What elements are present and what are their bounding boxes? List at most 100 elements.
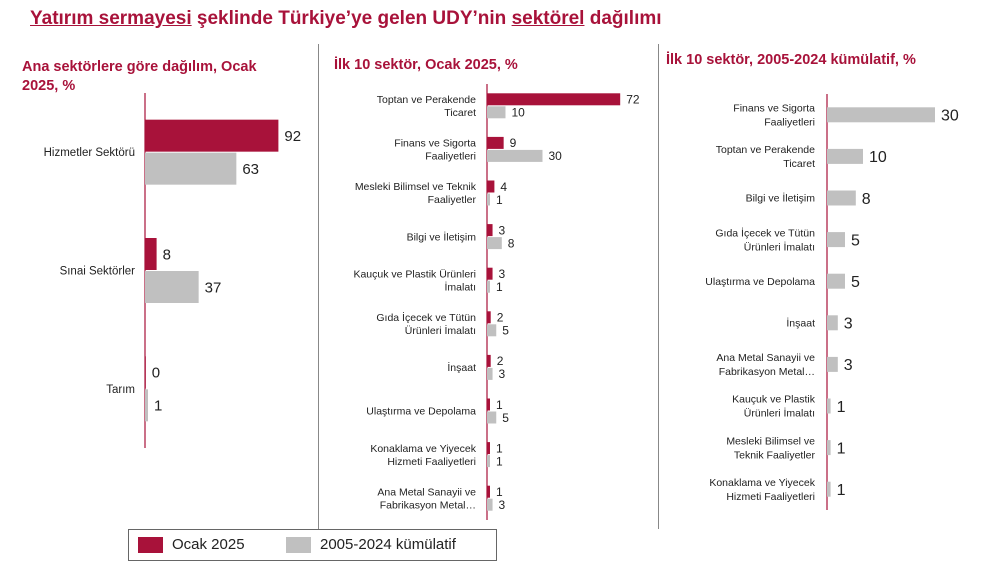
panel-3-category-label: Kauçuk ve Plastik Ürünleri İmalatı: [732, 394, 816, 420]
panel-3-category-label: Toptan ve Perakende Ticaret: [716, 144, 815, 170]
panel-2-category-label: Gıda İçecek ve Tütün Ürünleri İmalatı: [376, 311, 476, 337]
panel-3-bar: [827, 440, 831, 456]
panel-2-value-label: 1: [496, 454, 503, 468]
panel-2-bar: [487, 93, 621, 106]
panel-2-bar: [487, 455, 490, 468]
main-title-part-1: şeklinde Türkiye’ye gelen UDY’nin: [191, 8, 512, 29]
panel-3-bar: [827, 232, 845, 248]
panel-3-category-label: Finans ve Sigorta Faaliyetleri: [733, 102, 815, 128]
panel-2-value-label: 1: [496, 485, 503, 499]
panel-3-bar: [827, 481, 831, 497]
panel-3-category-label: İnşaat: [786, 316, 815, 329]
panel-2-value-label: 3: [499, 223, 506, 237]
panel-2-value-label: 9: [510, 136, 517, 150]
panel-1-category-label: Tarım: [106, 384, 135, 396]
panel-2-category-label: Ana Metal Sanayii ve Fabrikasyon Metal…: [377, 486, 476, 511]
panel-3-category-label: Mesleki Bilimsel ve Teknik Faaliyetler: [726, 435, 815, 461]
panel-2-value-label: 10: [512, 106, 526, 120]
panel-3-title: İlk 10 sektör, 2005-2024 kümülatif, %: [666, 52, 916, 68]
panel-2-category-label: Finans ve Sigorta Faaliyetleri: [394, 138, 476, 163]
panel-3-category-label: Gıda İçecek ve Tütün Ürünleri İmalatı: [715, 226, 815, 253]
panel-2-value-label: 1: [496, 280, 503, 294]
panel-2-bar: [487, 180, 495, 193]
panel-2-value-label: 1: [496, 193, 503, 207]
panel-1-title: Ana sektörlere göre dağılım, Ocak 2025, …: [22, 59, 257, 94]
panel-2-bar: [487, 442, 490, 455]
panel-2-bar: [487, 267, 493, 280]
panel-2-bar: [487, 485, 490, 498]
panel-2-value-label: 4: [500, 180, 507, 194]
panel-1-bar: [145, 119, 279, 152]
panel-3-bar: [827, 398, 831, 414]
panel-3-bar: [827, 273, 845, 289]
panel-2-bar: [487, 106, 506, 119]
legend-swatch-kumulatif: [286, 537, 311, 553]
panel-2-bar: [487, 193, 490, 206]
panel-3-value-label: 8: [862, 191, 871, 208]
panel-3-value-label: 1: [837, 399, 846, 416]
panel-3-bar: [827, 190, 856, 206]
legend-swatch-ocak: [138, 537, 163, 553]
panel-3-value-label: 3: [844, 316, 853, 333]
panel-2-value-label: 1: [496, 398, 503, 412]
panel-2-category-label: Bilgi ve İletişim: [407, 230, 477, 243]
panel-1-category-label: Hizmetler Sektörü: [44, 147, 135, 159]
main-title-part-0: Yatırım sermayesi: [30, 8, 192, 29]
panel-3-bar: [827, 356, 838, 372]
divider-left: [318, 44, 319, 529]
panel-1-bar: [145, 152, 237, 185]
panel-3-category-label: Konaklama ve Yiyecek Hizmeti Faaliyetleri: [709, 477, 815, 503]
panel-2-bar: [487, 311, 491, 324]
panel-3-category-label: Bilgi ve İletişim: [746, 192, 816, 205]
panel-2-bar: [487, 224, 493, 237]
panel-2-value-label: 30: [549, 149, 563, 163]
main-title-part-2: sektörel: [511, 8, 585, 29]
panel-1-value-label: 0: [152, 365, 160, 382]
panel-3-category-label: Ulaştırma ve Depolama: [705, 276, 815, 288]
panel-2-value-label: 5: [502, 411, 509, 425]
panel-1-value-label: 92: [284, 128, 301, 145]
panel-3-category-label: Ana Metal Sanayii ve Fabrikasyon Metal…: [716, 352, 815, 378]
main-title: Yatırım sermayesi şeklinde Türkiye’ye ge…: [30, 8, 662, 30]
panel-2-category-label: Kauçuk ve Plastik Ürünleri İmalatı: [353, 268, 476, 293]
panel-1-bar: [145, 271, 199, 303]
panel-1-value-label: 1: [154, 398, 162, 415]
panel-2-category-label: İnşaat: [447, 361, 476, 374]
panel-1-bar: [145, 356, 146, 389]
panel-3-bar: [827, 148, 863, 164]
panel-3-bar: [827, 315, 838, 331]
panel-1-bar: [145, 389, 148, 422]
panel-3-value-label: 1: [837, 440, 846, 457]
panel-3-value-label: 5: [851, 232, 860, 249]
panel-2-value-label: 72: [626, 93, 640, 107]
panel-2-bar: [487, 280, 490, 293]
panel-2-value-label: 3: [499, 267, 506, 281]
panel-2-category-label: Mesleki Bilimsel ve Teknik Faaliyetler: [355, 181, 477, 206]
panel-3-value-label: 1: [837, 482, 846, 499]
panel-2-value-label: 3: [499, 367, 506, 381]
panel-2-title: İlk 10 sektör, Ocak 2025, %: [334, 57, 518, 73]
panel-1-category-label: Sınai Sektörler: [60, 266, 136, 278]
panel-2-bar: [487, 136, 504, 149]
main-title-part-3: dağılımı: [584, 8, 662, 29]
legend: Ocak 2025 2005-2024 kümülatif: [128, 529, 497, 561]
panel-2-category-label: Konaklama ve Yiyecek Hizmeti Faaliyetleri: [370, 443, 476, 468]
panel-2-bar: [487, 398, 490, 411]
panel-2-bar: [487, 354, 491, 367]
panel-1-value-label: 8: [163, 246, 171, 263]
panel-2-value-label: 3: [499, 498, 506, 512]
panel-2-value-label: 2: [497, 354, 504, 368]
panel-2-bar: [487, 498, 493, 511]
panel-2-bar: [487, 324, 497, 337]
panel-2-value-label: 8: [508, 236, 515, 250]
panel-2-value-label: 2: [497, 311, 504, 325]
panel-2-bar: [487, 149, 543, 162]
panel-2-value-label: 5: [502, 324, 509, 338]
panel-3-value-label: 30: [941, 108, 959, 125]
panel-2-category-label: Toptan ve Perakende Ticaret: [377, 94, 476, 119]
legend-label-ocak: Ocak 2025: [172, 536, 245, 553]
panel-3-value-label: 10: [869, 149, 887, 166]
legend-label-kumulatif: 2005-2024 kümülatif: [320, 536, 456, 553]
panel-1-bar: [145, 238, 157, 270]
